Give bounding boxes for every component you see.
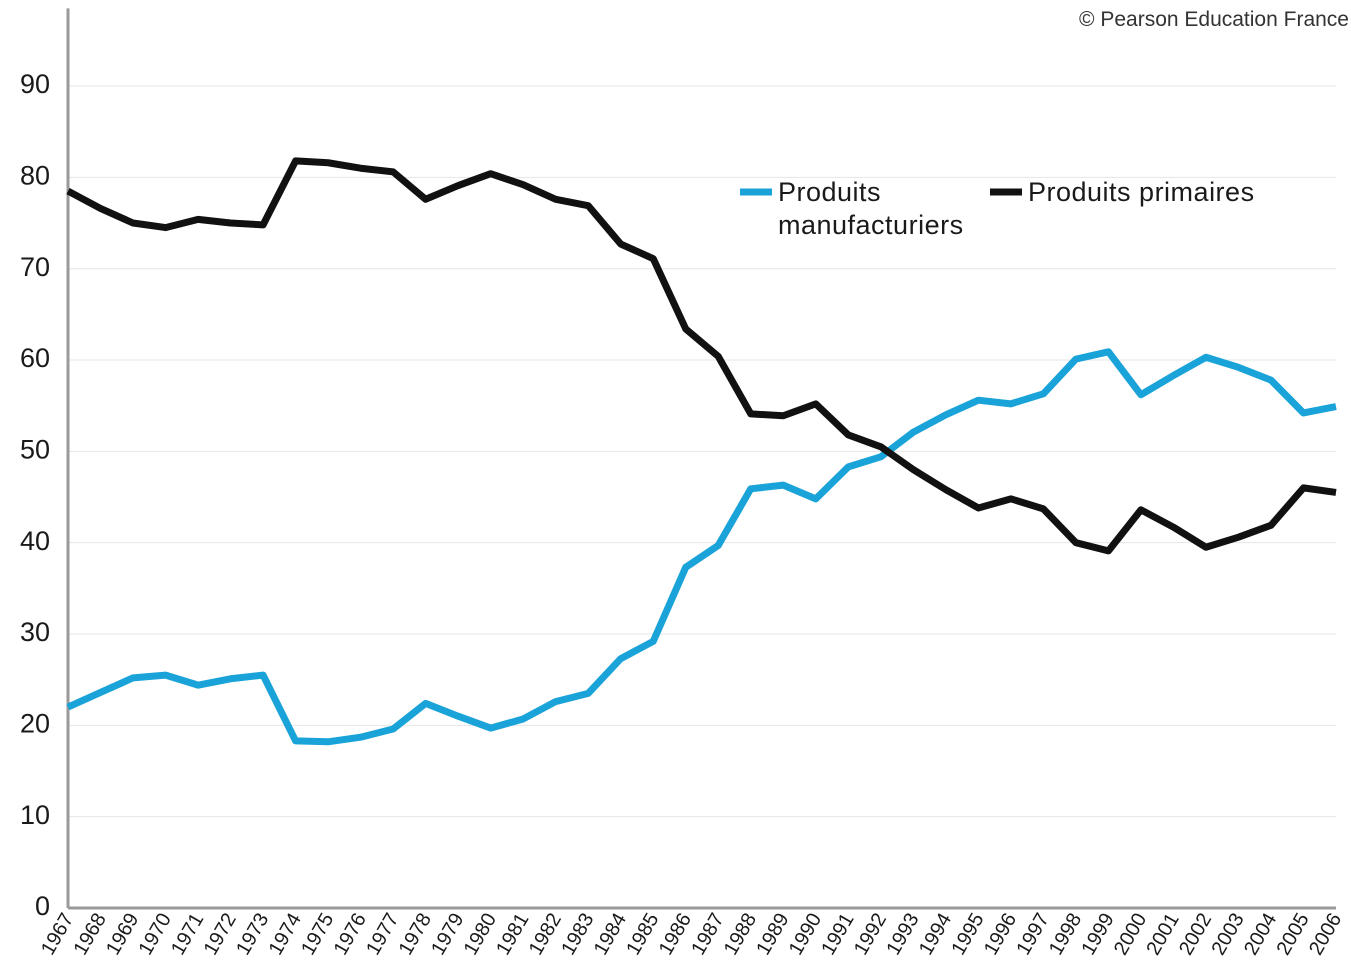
- x-tick-label: 1990: [785, 910, 826, 960]
- x-tick-label: 1985: [622, 910, 663, 960]
- x-tick-label: 1987: [687, 910, 728, 960]
- x-tick-label: 1988: [720, 910, 761, 960]
- x-tick-label: 1969: [102, 910, 143, 960]
- x-tick-label: 1979: [427, 910, 468, 960]
- x-tick-label: 2001: [1142, 910, 1183, 960]
- y-tick-label: 30: [20, 617, 50, 647]
- x-tick-label: 1972: [200, 910, 241, 960]
- line: [66, 348, 1337, 746]
- x-tick-label: 1978: [395, 910, 436, 960]
- x-tick-label: 1993: [882, 910, 923, 960]
- x-tick-label: 1991: [817, 910, 858, 960]
- legend-label: Produits manufacturiers: [778, 177, 964, 240]
- x-tick-label: 2006: [1305, 910, 1346, 960]
- x-tick-label: 1989: [752, 910, 793, 960]
- x-tick-label: 1975: [297, 910, 338, 960]
- x-tick-label: 1998: [1045, 910, 1086, 960]
- x-tick-label: 1997: [1012, 910, 1053, 960]
- y-tick-label: 90: [20, 69, 50, 99]
- x-tick-label: 1982: [525, 910, 566, 960]
- x-tick-label: 1973: [232, 910, 273, 960]
- x-tick-label: 1980: [460, 910, 501, 960]
- x-tick-label: 1986: [655, 910, 696, 960]
- legend-label: Produits primaires: [1028, 177, 1255, 207]
- y-tick-label: 20: [20, 708, 50, 738]
- y-tick-label: 10: [20, 800, 50, 830]
- x-tick-label: 2000: [1110, 910, 1151, 960]
- x-tick-label: 1976: [330, 910, 371, 960]
- y-tick-label: 60: [20, 343, 50, 373]
- y-tick-label: 80: [20, 160, 50, 190]
- line: [66, 157, 1337, 555]
- x-tick-label: 2005: [1273, 910, 1314, 960]
- x-tick-label: 1994: [915, 910, 956, 960]
- x-tick-label: 1999: [1077, 910, 1118, 960]
- x-tick-label: 1996: [980, 910, 1021, 960]
- x-tick-label: 1977: [362, 910, 403, 960]
- y-tick-label: 0: [35, 891, 50, 921]
- x-tick-label: 1971: [167, 910, 208, 960]
- y-tick-label: 40: [20, 526, 50, 556]
- x-tick-label: 2004: [1240, 910, 1281, 960]
- x-tick-label: 2003: [1207, 910, 1248, 960]
- x-tick-label: 1981: [492, 910, 533, 960]
- x-tick-label: 1968: [70, 910, 111, 960]
- x-tick-label: 1974: [265, 910, 306, 960]
- x-tick-label: 2002: [1175, 910, 1216, 960]
- x-tick-label: 1983: [557, 910, 598, 960]
- x-tick-label: 1995: [947, 909, 988, 959]
- x-tick-label: 1970: [135, 910, 176, 960]
- x-tick-label: 1984: [590, 910, 631, 960]
- y-tick-label: 70: [20, 252, 50, 282]
- x-tick-label: 1992: [850, 910, 891, 960]
- y-tick-label: 50: [20, 434, 50, 464]
- copyright: © Pearson Education France: [1079, 8, 1349, 31]
